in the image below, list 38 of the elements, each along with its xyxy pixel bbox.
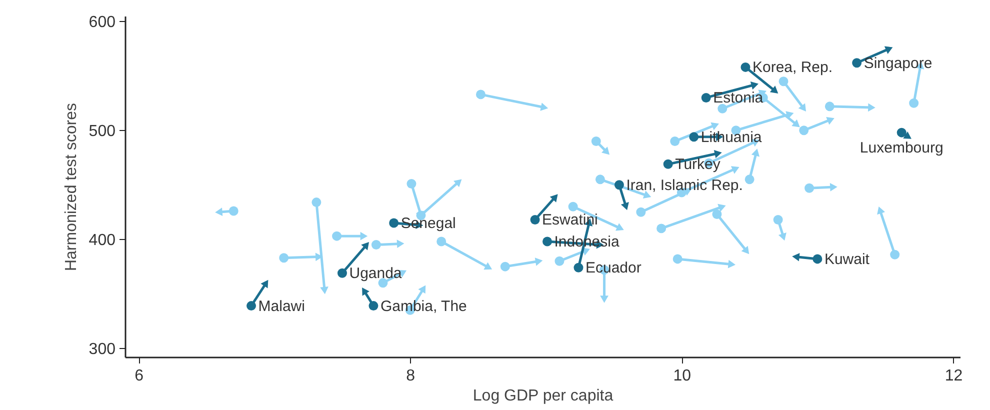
annotation: Eswatini: [542, 212, 598, 229]
point: [824, 102, 834, 112]
annotation: Uganda: [349, 265, 402, 282]
y-tick-label: 400: [88, 232, 116, 249]
x-tick-label: 10: [673, 368, 692, 384]
annotation: Luxembourg: [860, 140, 944, 157]
point: [279, 253, 289, 263]
annotation: Estonia: [713, 90, 764, 107]
x-axis-title: Log GDP per capita: [472, 388, 614, 404]
annotation: Korea, Rep.: [752, 59, 833, 76]
x-tick-label: 8: [406, 368, 416, 384]
point: [406, 179, 416, 189]
point: [228, 206, 238, 216]
point: [246, 301, 256, 311]
point: [600, 296, 608, 303]
point: [896, 128, 906, 138]
x-tick-label: 12: [944, 368, 963, 384]
annotation: Malawi: [258, 298, 305, 315]
y-tick-label: 600: [88, 14, 116, 31]
annotation: Ecuador: [585, 260, 642, 277]
point: [591, 136, 601, 146]
point: [371, 240, 381, 250]
y-tick-label: 300: [88, 340, 116, 358]
y-tick-label: 500: [88, 122, 116, 140]
annotation: Gambia, The: [380, 298, 467, 315]
annotation: Senegal: [400, 214, 456, 232]
point: [804, 183, 814, 193]
point: [360, 232, 368, 240]
y-axis-title: Harmonized test scores: [62, 102, 80, 272]
point: [868, 103, 876, 112]
point: [909, 98, 919, 108]
point: [332, 231, 342, 241]
x-tick-label: 6: [134, 368, 144, 384]
annotation: Iran, Islamic Rep.: [626, 176, 743, 194]
annotation: Turkey: [675, 156, 721, 174]
point: [454, 179, 462, 188]
annotation: Kuwait: [824, 250, 870, 268]
annotation: Singapore: [864, 54, 932, 72]
